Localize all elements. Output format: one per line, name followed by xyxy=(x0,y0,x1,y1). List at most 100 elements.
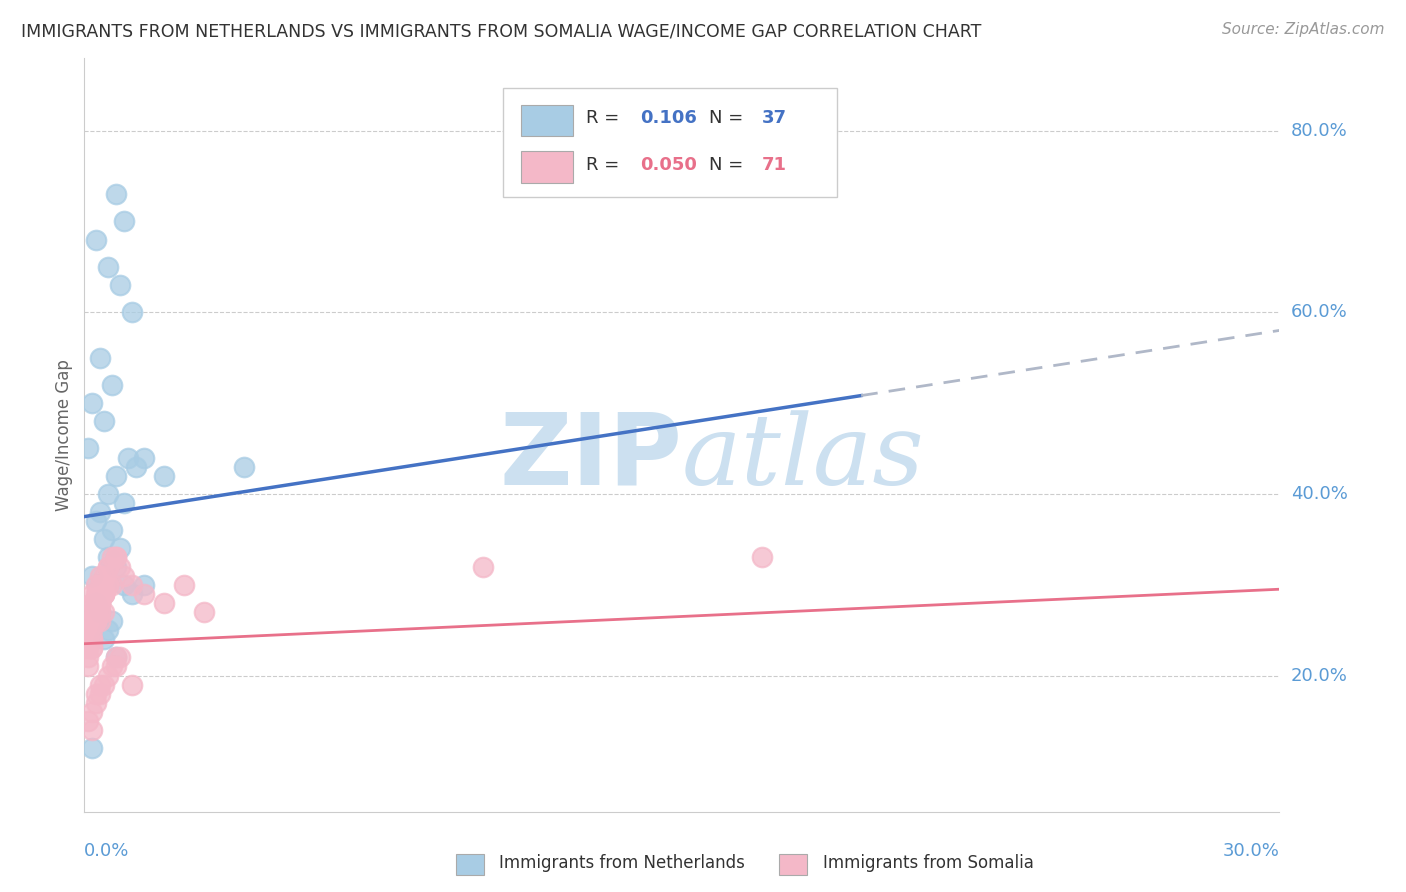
Point xyxy=(86,605,108,619)
Text: 20.0%: 20.0% xyxy=(1291,666,1347,684)
Point xyxy=(110,559,132,574)
Point xyxy=(112,496,135,510)
Text: 30.0%: 30.0% xyxy=(1223,842,1279,860)
Point xyxy=(89,351,111,365)
Point xyxy=(105,650,128,665)
Point xyxy=(101,577,124,591)
Text: Immigrants from Somalia: Immigrants from Somalia xyxy=(823,855,1033,872)
Point xyxy=(86,514,108,528)
Text: 80.0%: 80.0% xyxy=(1291,121,1347,140)
Point xyxy=(153,596,176,610)
FancyBboxPatch shape xyxy=(456,854,484,875)
Point xyxy=(232,459,254,474)
Point xyxy=(153,468,176,483)
Point xyxy=(77,632,100,647)
Point xyxy=(105,468,128,483)
Point xyxy=(93,587,115,601)
Point xyxy=(86,587,108,601)
Text: ZIP: ZIP xyxy=(499,409,682,506)
Point xyxy=(125,459,148,474)
Point xyxy=(82,596,104,610)
Point xyxy=(132,587,156,601)
Point xyxy=(97,577,120,591)
Point xyxy=(82,587,104,601)
Text: 60.0%: 60.0% xyxy=(1291,303,1347,321)
Point xyxy=(82,614,104,628)
Point xyxy=(101,659,124,673)
Point xyxy=(105,650,128,665)
FancyBboxPatch shape xyxy=(779,854,807,875)
FancyBboxPatch shape xyxy=(503,88,838,197)
Text: 40.0%: 40.0% xyxy=(1291,485,1347,503)
Point xyxy=(105,659,128,673)
Point xyxy=(86,614,108,628)
Point xyxy=(132,450,156,465)
Point xyxy=(82,632,104,647)
Point xyxy=(173,577,195,591)
Point xyxy=(93,568,115,582)
Point xyxy=(82,741,104,756)
Point xyxy=(132,577,156,591)
Text: IMMIGRANTS FROM NETHERLANDS VS IMMIGRANTS FROM SOMALIA WAGE/INCOME GAP CORRELATI: IMMIGRANTS FROM NETHERLANDS VS IMMIGRANT… xyxy=(21,22,981,40)
Point xyxy=(97,623,120,637)
Point xyxy=(77,650,100,665)
Text: N =: N = xyxy=(710,110,749,128)
Point xyxy=(93,577,115,591)
Point xyxy=(86,614,108,628)
Text: atlas: atlas xyxy=(682,409,925,505)
Point xyxy=(751,550,773,565)
Point xyxy=(86,596,108,610)
Text: 0.0%: 0.0% xyxy=(84,842,129,860)
Point xyxy=(89,687,111,701)
Point xyxy=(101,614,124,628)
Point xyxy=(82,723,104,737)
Point xyxy=(89,605,111,619)
Point xyxy=(77,614,100,628)
Point xyxy=(93,677,115,691)
Point xyxy=(93,587,115,601)
Point xyxy=(77,442,100,456)
Point xyxy=(86,614,108,628)
Point xyxy=(82,705,104,719)
Point xyxy=(89,505,111,519)
Point xyxy=(82,632,104,647)
Point xyxy=(86,577,108,591)
Point xyxy=(117,450,139,465)
Text: Source: ZipAtlas.com: Source: ZipAtlas.com xyxy=(1222,22,1385,37)
Point xyxy=(86,596,108,610)
Text: 71: 71 xyxy=(762,156,787,174)
FancyBboxPatch shape xyxy=(520,152,574,183)
Point xyxy=(105,550,128,565)
Point xyxy=(89,596,111,610)
Point xyxy=(82,396,104,410)
Point xyxy=(97,577,120,591)
Point xyxy=(97,260,120,274)
Point xyxy=(82,623,104,637)
Point xyxy=(101,523,124,537)
Point xyxy=(110,650,132,665)
Point xyxy=(121,677,143,691)
Point xyxy=(89,577,111,591)
Text: 37: 37 xyxy=(762,110,787,128)
Point xyxy=(82,641,104,656)
Point xyxy=(101,550,124,565)
Point xyxy=(121,577,143,591)
Point xyxy=(97,559,120,574)
Point xyxy=(89,605,111,619)
Point xyxy=(93,533,115,547)
Point xyxy=(121,305,143,319)
Point xyxy=(89,596,111,610)
Point xyxy=(86,614,108,628)
Point xyxy=(89,605,111,619)
Point xyxy=(77,623,100,637)
Text: R =: R = xyxy=(586,156,626,174)
Point xyxy=(89,596,111,610)
Point xyxy=(110,541,132,556)
Point xyxy=(86,605,108,619)
Point xyxy=(105,550,128,565)
Point xyxy=(112,577,135,591)
Text: R =: R = xyxy=(586,110,626,128)
Text: 0.106: 0.106 xyxy=(640,110,697,128)
Point xyxy=(93,632,115,647)
Point xyxy=(89,568,111,582)
